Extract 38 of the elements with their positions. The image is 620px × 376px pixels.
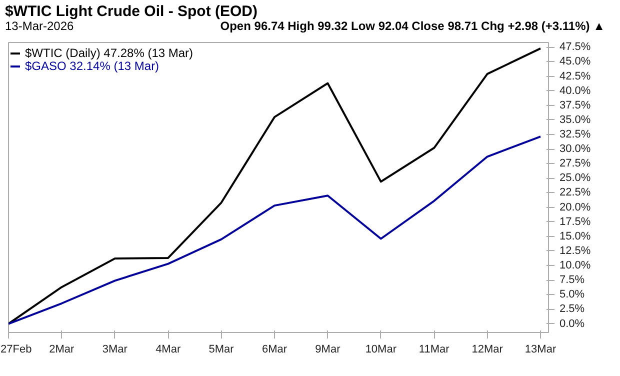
y-tick-label: 45.0% [560, 56, 591, 68]
line-series [8, 47, 542, 325]
y-tick-label: 7.5% [560, 274, 585, 286]
line-series [8, 136, 542, 325]
legend-label: $WTIC (Daily) 47.28% (13 Mar) [25, 46, 194, 60]
y-tick-label: 42.5% [560, 70, 591, 82]
x-tick-label: 9Mar [315, 344, 341, 356]
y-tick-label: 0.0% [560, 318, 585, 330]
y-tick-label: 15.0% [560, 230, 591, 242]
y-tick-label: 25.0% [560, 172, 591, 184]
x-tick-label: 5Mar [208, 344, 234, 356]
x-tick-label: 11Mar [418, 344, 450, 356]
y-tick-label: 5.0% [560, 288, 585, 301]
y-tick-label: 22.5% [560, 186, 591, 199]
y-tick-label: 37.5% [560, 99, 591, 112]
x-tick-label: 13Mar [524, 344, 556, 356]
x-tick-label: 10Mar [365, 344, 397, 356]
x-tick-label: 3Mar [102, 344, 128, 356]
y-tick-label: 17.5% [560, 216, 591, 228]
y-tick-label: 10.0% [560, 260, 591, 272]
y-tick-label: 27.5% [560, 158, 591, 170]
y-tick-label: 32.5% [560, 128, 591, 141]
y-tick-label: 30.0% [560, 143, 591, 156]
y-tick-label: 20.0% [560, 201, 591, 214]
y-tick-label: 35.0% [560, 114, 591, 126]
y-tick-label: 12.5% [560, 244, 591, 257]
chart-title: $WTIC Light Crude Oil - Spot (EOD) [5, 3, 258, 20]
y-tick-label: 47.5% [560, 41, 591, 54]
x-tick-label: 27Feb [0, 344, 32, 356]
y-tick-label: 40.0% [560, 84, 591, 97]
x-tick-label: 2Mar [49, 344, 75, 356]
x-tick-label: 4Mar [156, 344, 181, 356]
chart-subtitle: 13-Mar-2026 [5, 19, 74, 34]
y-tick-label: 2.5% [560, 303, 585, 316]
text: Open 96.74 High 99.32 Low 92.04 Close 98.71 Chg +2.98 (+3.11%) ▲ [220, 19, 605, 34]
legend-label: $GASO 32.14% (13 Mar) [25, 59, 160, 73]
x-tick-label: 6Mar [262, 344, 288, 356]
x-tick-label: 12Mar [472, 344, 504, 356]
